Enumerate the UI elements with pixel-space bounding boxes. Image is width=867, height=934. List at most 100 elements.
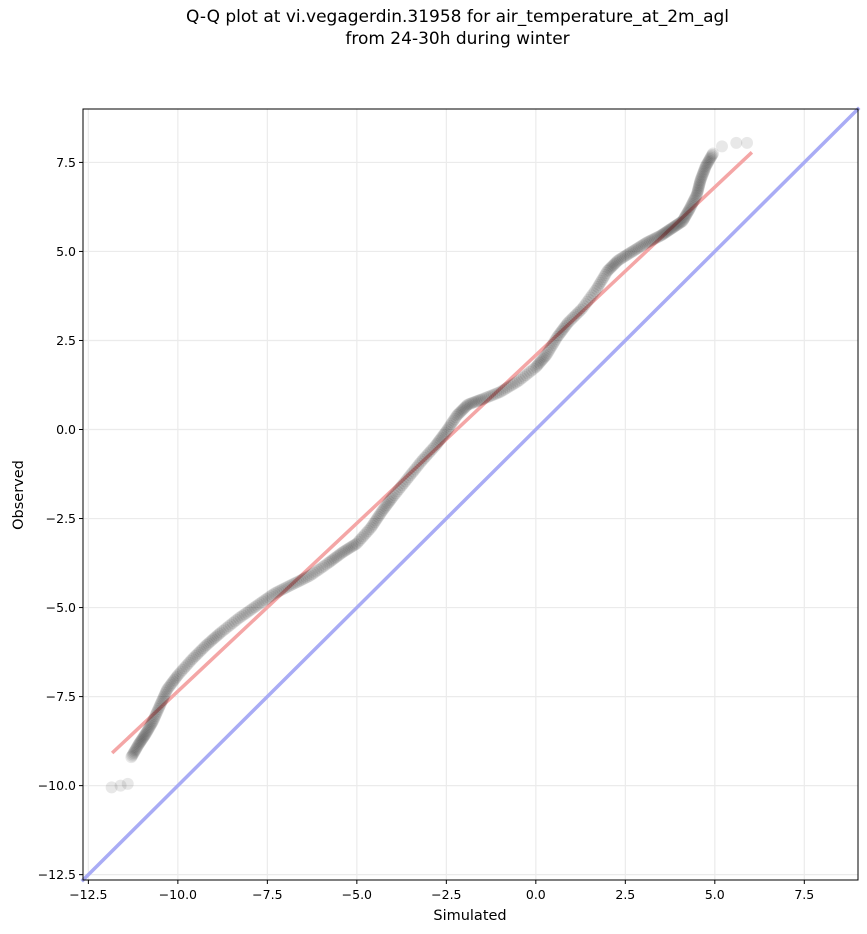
data-point <box>694 175 707 188</box>
data-point <box>371 512 384 525</box>
data-point <box>659 226 672 239</box>
data-point <box>374 507 387 520</box>
data-point <box>689 191 702 204</box>
data-point <box>421 448 434 461</box>
data-point <box>352 535 365 548</box>
data-point <box>741 136 754 149</box>
data-points-group <box>105 136 754 794</box>
data-point <box>685 199 698 212</box>
data-point <box>134 735 147 748</box>
data-point <box>701 157 714 170</box>
data-point <box>186 653 199 666</box>
data-point <box>159 687 172 700</box>
data-point <box>410 461 423 474</box>
data-point <box>213 627 226 640</box>
data-point <box>448 412 461 425</box>
data-point <box>589 285 602 298</box>
data-point <box>669 219 682 232</box>
data-point <box>169 672 182 685</box>
data-point <box>698 163 711 176</box>
data-point <box>358 528 371 541</box>
fit-line <box>110 151 754 755</box>
data-point <box>593 278 606 291</box>
data-point <box>440 425 453 438</box>
data-point <box>136 732 149 745</box>
data-point <box>290 576 303 589</box>
data-point <box>182 656 195 669</box>
data-point <box>585 289 598 302</box>
data-point <box>143 721 156 734</box>
data-point <box>541 346 554 359</box>
data-point <box>647 233 660 246</box>
data-point <box>431 436 444 449</box>
data-point <box>375 505 388 518</box>
data-point <box>513 373 526 386</box>
data-point <box>322 557 335 570</box>
data-point <box>248 601 261 614</box>
data-point <box>142 722 155 735</box>
data-point <box>682 205 695 218</box>
data-point <box>200 638 213 651</box>
data-point <box>464 397 477 410</box>
data-point <box>668 220 681 233</box>
data-point <box>302 570 315 583</box>
grid-lines <box>83 109 858 880</box>
data-point <box>523 365 536 378</box>
data-point <box>595 274 608 287</box>
data-point <box>150 706 163 719</box>
data-point <box>316 561 329 574</box>
data-point <box>602 263 615 276</box>
data-point <box>296 573 309 586</box>
data-point <box>397 477 410 490</box>
data-point <box>380 499 393 512</box>
data-point <box>369 514 382 527</box>
data-point <box>637 238 650 251</box>
data-point <box>355 532 368 545</box>
y-axis-ticks: −12.5 −10.0 −7.5 −5.0 −2.5 0.0 2.5 5.0 7.5 <box>38 155 83 882</box>
data-point <box>228 615 241 628</box>
data-point <box>673 217 686 230</box>
x-tick-label: −5.0 <box>342 887 372 902</box>
data-point <box>643 234 656 247</box>
data-point <box>256 595 269 608</box>
data-point <box>700 158 713 171</box>
data-point <box>142 723 155 736</box>
data-point <box>529 361 542 374</box>
data-point <box>482 390 495 403</box>
data-point <box>130 741 143 754</box>
data-point <box>546 338 559 351</box>
data-point <box>621 248 634 261</box>
data-point <box>596 272 609 285</box>
data-point <box>703 154 716 167</box>
data-point <box>254 597 267 610</box>
data-point <box>509 376 522 389</box>
data-point <box>434 433 447 446</box>
data-point <box>400 473 413 486</box>
x-tick-label: 0.0 <box>526 887 546 902</box>
data-point <box>499 382 512 395</box>
data-point <box>702 155 715 168</box>
data-point <box>393 483 406 496</box>
data-point <box>163 680 176 693</box>
data-point <box>610 255 623 268</box>
y-axis-label: Observed <box>11 460 27 530</box>
data-point <box>298 572 311 585</box>
data-point <box>703 153 716 166</box>
data-point <box>612 254 625 267</box>
data-point <box>566 311 579 324</box>
data-point <box>571 307 584 320</box>
data-point <box>486 389 499 402</box>
data-point <box>181 658 194 671</box>
data-point <box>354 533 367 546</box>
data-point <box>559 319 572 332</box>
data-point <box>471 395 484 408</box>
data-point <box>341 543 354 556</box>
data-point <box>676 215 689 228</box>
data-point <box>205 634 218 647</box>
data-point <box>548 334 561 347</box>
data-point <box>693 177 706 190</box>
data-point <box>683 202 696 215</box>
data-point <box>678 211 691 224</box>
data-point <box>577 300 590 313</box>
data-point <box>129 744 142 757</box>
